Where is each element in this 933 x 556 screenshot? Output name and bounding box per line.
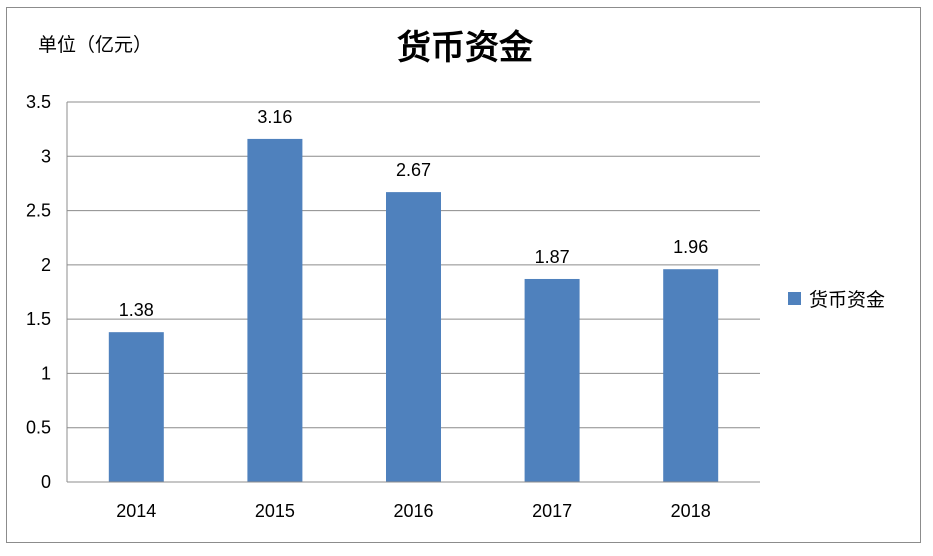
y-tick-label: 0 <box>41 472 51 492</box>
y-tick-label: 1 <box>41 363 51 383</box>
unit-label: 单位（亿元） <box>38 34 153 56</box>
y-axis-ticks: 0 0.5 1 1.5 2 2.5 3 3.5 <box>26 92 51 492</box>
bar-2018 <box>663 269 719 482</box>
data-labels: 1.38 3.16 2.67 1.87 1.96 <box>119 107 708 320</box>
x-axis-ticks: 2014 2015 2016 2017 2018 <box>116 501 710 521</box>
y-tick-label: 2.5 <box>26 201 51 221</box>
x-tick-label: 2016 <box>393 501 433 521</box>
data-label: 1.96 <box>673 237 708 257</box>
y-tick-label: 3.5 <box>26 92 51 112</box>
y-tick-label: 3 <box>41 146 51 166</box>
data-label: 1.87 <box>535 247 570 267</box>
x-tick-label: 2018 <box>671 501 711 521</box>
data-label: 2.67 <box>396 160 431 180</box>
axes <box>66 102 760 483</box>
y-tick-label: 1.5 <box>26 309 51 329</box>
chart-title: 货币资金 <box>397 28 533 68</box>
legend: 货币资金 <box>788 285 885 312</box>
data-label: 3.16 <box>257 107 292 127</box>
x-tick-label: 2017 <box>532 501 572 521</box>
bars <box>108 138 719 482</box>
y-tick-label: 0.5 <box>26 418 51 438</box>
bar-2016 <box>386 192 441 482</box>
bar-2014 <box>108 332 164 482</box>
bar-2017 <box>524 278 580 482</box>
x-tick-label: 2014 <box>116 501 156 521</box>
y-tick-label: 2 <box>41 255 51 275</box>
data-label: 1.38 <box>119 300 154 320</box>
bar-2015 <box>247 138 303 482</box>
x-tick-label: 2015 <box>255 501 295 521</box>
legend-label: 货币资金 <box>809 289 886 311</box>
legend-swatch <box>788 292 801 305</box>
